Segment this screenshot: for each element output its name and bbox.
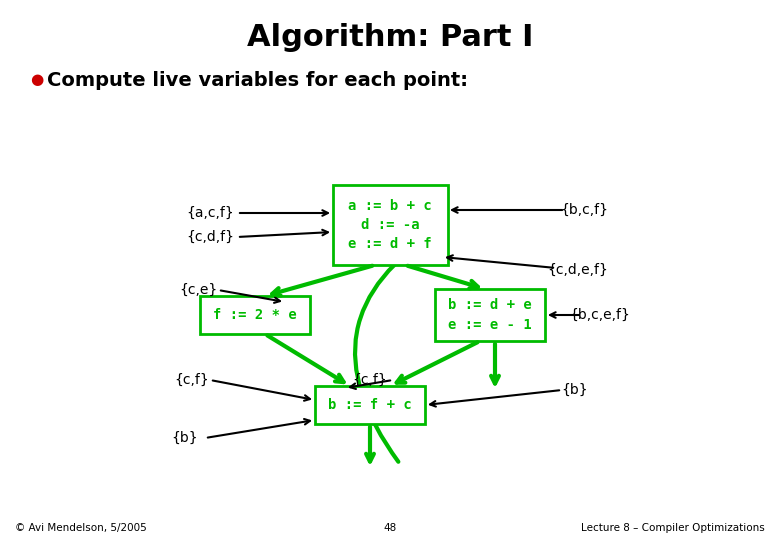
Text: Algorithm: Part I: Algorithm: Part I: [246, 24, 534, 52]
Text: {b}: {b}: [172, 431, 198, 445]
Text: 48: 48: [384, 523, 396, 533]
FancyArrowPatch shape: [408, 266, 478, 288]
Text: b := d + e
e := e - 1: b := d + e e := e - 1: [448, 298, 532, 332]
Bar: [435, 289, 545, 341]
FancyArrowPatch shape: [239, 230, 328, 237]
FancyArrowPatch shape: [213, 381, 310, 401]
Text: Compute live variables for each point:: Compute live variables for each point:: [47, 71, 468, 90]
Text: a := b + c
d := -a
e := d + f: a := b + c d := -a e := d + f: [348, 199, 432, 252]
Text: {c,d,f}: {c,d,f}: [186, 230, 234, 244]
FancyArrowPatch shape: [268, 335, 344, 382]
Bar: [200, 296, 310, 334]
Text: {a,c,f}: {a,c,f}: [186, 206, 234, 220]
FancyArrowPatch shape: [221, 291, 280, 303]
FancyArrowPatch shape: [207, 419, 310, 437]
FancyArrowPatch shape: [350, 381, 390, 389]
Text: {b}: {b}: [562, 383, 588, 397]
Text: {c,f}: {c,f}: [175, 373, 209, 387]
FancyArrowPatch shape: [452, 207, 562, 213]
Text: Lecture 8 – Compiler Optimizations: Lecture 8 – Compiler Optimizations: [581, 523, 765, 533]
Text: f := 2 * e: f := 2 * e: [213, 308, 297, 322]
FancyArrowPatch shape: [272, 266, 372, 295]
FancyArrowPatch shape: [550, 312, 580, 318]
Text: © Avi Mendelson, 5/2005: © Avi Mendelson, 5/2005: [15, 523, 147, 533]
FancyArrowPatch shape: [239, 210, 328, 216]
FancyArrowPatch shape: [447, 255, 553, 268]
Text: ●: ●: [30, 72, 43, 87]
FancyArrowPatch shape: [355, 229, 441, 462]
Text: {c,f}: {c,f}: [353, 373, 388, 387]
Text: {c,e}: {c,e}: [179, 283, 217, 297]
FancyArrowPatch shape: [491, 344, 499, 383]
Text: {b,c,f}: {b,c,f}: [560, 203, 608, 217]
FancyArrowPatch shape: [366, 427, 374, 462]
FancyArrowPatch shape: [430, 390, 559, 407]
Text: b := f + c: b := f + c: [328, 398, 412, 412]
Text: {c,d,e,f}: {c,d,e,f}: [548, 263, 608, 277]
Bar: [315, 386, 425, 424]
Text: {b,c,e,f}: {b,c,e,f}: [569, 308, 630, 322]
Bar: [332, 185, 448, 265]
FancyArrowPatch shape: [397, 342, 477, 383]
